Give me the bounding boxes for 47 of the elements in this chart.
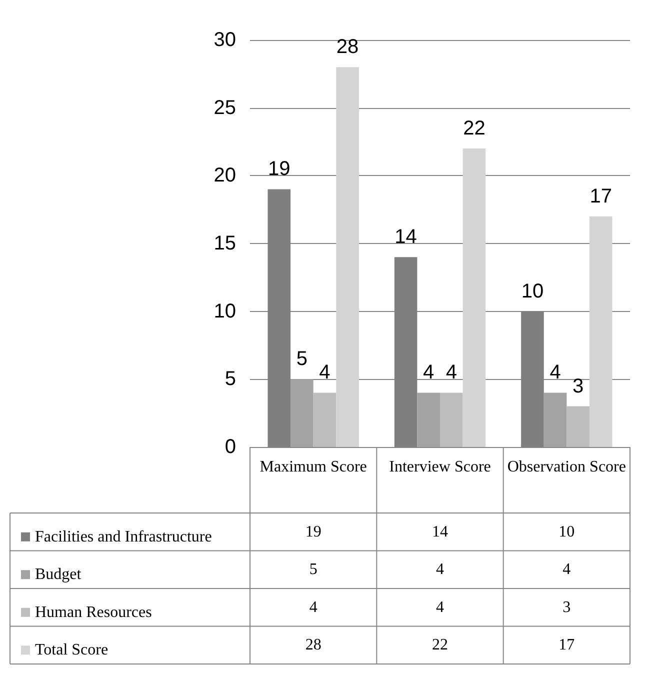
text: 10 bbox=[521, 280, 544, 302]
x-tick-label: Maximum Score bbox=[260, 458, 367, 476]
legend-label: Facilities and Infrastructure bbox=[35, 528, 212, 546]
data-label: 17 bbox=[558, 636, 575, 654]
data-label: 4 bbox=[309, 598, 318, 616]
bar bbox=[462, 148, 486, 447]
text: 22 bbox=[463, 118, 486, 140]
data-label: 5 bbox=[309, 561, 318, 578]
bar bbox=[313, 392, 336, 447]
y-tick-label: 0 bbox=[224, 436, 236, 458]
bar bbox=[290, 379, 314, 447]
x-tick-label: Interview Score bbox=[389, 458, 491, 476]
data-label: 10 bbox=[558, 523, 575, 540]
y-tick-label: 10 bbox=[214, 300, 236, 322]
x-tick-label: Observation Score bbox=[507, 458, 626, 476]
bar bbox=[336, 67, 359, 447]
bar bbox=[440, 392, 463, 447]
text: 4 bbox=[423, 362, 434, 384]
bar bbox=[417, 392, 440, 447]
text: 17 bbox=[590, 185, 612, 208]
text: 5 bbox=[296, 348, 308, 370]
bar bbox=[589, 216, 612, 447]
data-label: 3 bbox=[562, 598, 571, 616]
y-tick-label: 30 bbox=[214, 29, 236, 51]
y-tick-label: 5 bbox=[224, 368, 236, 390]
text: 14 bbox=[394, 226, 417, 248]
data-label: 19 bbox=[305, 523, 322, 540]
legend-label: Total Score bbox=[35, 642, 108, 659]
bar bbox=[566, 406, 590, 447]
y-tick-label: 25 bbox=[214, 96, 236, 119]
y-tick-label: 15 bbox=[214, 232, 236, 254]
bar bbox=[544, 392, 567, 447]
legend-label: Budget bbox=[35, 566, 82, 584]
data-label: 14 bbox=[432, 523, 448, 540]
text: 4 bbox=[446, 362, 457, 384]
legend-label: Human Resources bbox=[35, 604, 152, 621]
y-tick-label: 20 bbox=[214, 164, 236, 187]
text: 3 bbox=[572, 375, 584, 398]
text: 4 bbox=[319, 362, 330, 384]
data-label: 4 bbox=[436, 561, 444, 578]
text: 28 bbox=[336, 36, 359, 58]
data-label: 28 bbox=[305, 636, 322, 654]
data-label: 4 bbox=[436, 598, 444, 616]
data-label: 22 bbox=[432, 636, 448, 654]
text: 19 bbox=[268, 158, 290, 180]
text: 4 bbox=[550, 362, 561, 384]
data-label: 4 bbox=[562, 561, 571, 578]
